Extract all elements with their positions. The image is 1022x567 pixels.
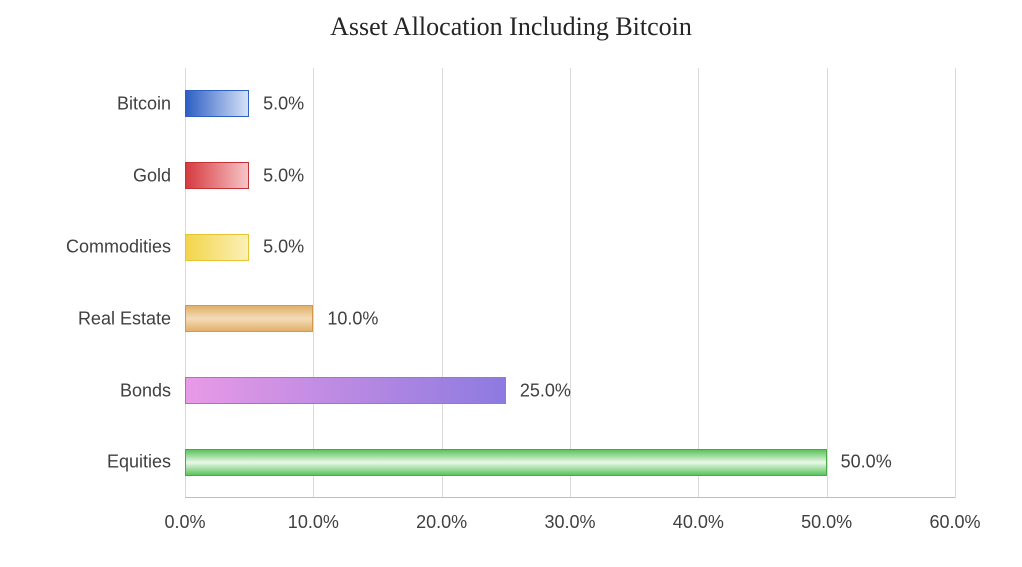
x-tick-label: 40.0% [673, 512, 724, 533]
bar-value-label: 5.0% [263, 237, 304, 258]
gridline [955, 68, 956, 498]
x-tick-label: 60.0% [929, 512, 980, 533]
bar-value-label: 5.0% [263, 93, 304, 114]
bar-bonds [185, 377, 506, 404]
y-tick-label: Bonds [120, 380, 171, 401]
bar-bitcoin [185, 90, 249, 117]
chart-title: Asset Allocation Including Bitcoin [0, 12, 1022, 42]
y-tick-label: Gold [133, 165, 171, 186]
x-tick-label: 20.0% [416, 512, 467, 533]
y-tick-label: Commodities [66, 237, 171, 258]
gridline [698, 68, 699, 498]
bar-commodities [185, 234, 249, 261]
bar-equities [185, 449, 827, 476]
y-tick-label: Real Estate [78, 308, 171, 329]
bar-real-estate [185, 305, 313, 332]
asset-allocation-chart: Asset Allocation Including Bitcoin 0.0%1… [0, 0, 1022, 567]
bar-value-label: 10.0% [327, 308, 378, 329]
x-tick-label: 50.0% [801, 512, 852, 533]
plot-area: 0.0%10.0%20.0%30.0%40.0%50.0%60.0%Equiti… [185, 68, 955, 498]
x-axis-line [185, 497, 955, 498]
x-tick-label: 0.0% [164, 512, 205, 533]
gridline [442, 68, 443, 498]
gridline [313, 68, 314, 498]
gridline [185, 68, 186, 498]
y-tick-label: Bitcoin [117, 93, 171, 114]
x-tick-label: 10.0% [288, 512, 339, 533]
x-tick-label: 30.0% [544, 512, 595, 533]
bar-value-label: 5.0% [263, 165, 304, 186]
bar-gold [185, 162, 249, 189]
gridline [827, 68, 828, 498]
y-tick-label: Equities [107, 452, 171, 473]
gridline [570, 68, 571, 498]
bar-value-label: 25.0% [520, 380, 571, 401]
bar-value-label: 50.0% [841, 452, 892, 473]
